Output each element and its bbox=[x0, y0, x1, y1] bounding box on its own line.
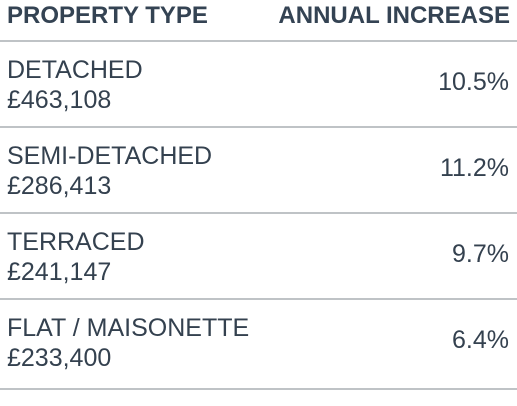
property-price: £241,147 bbox=[7, 258, 112, 286]
table-header: PROPERTY TYPE ANNUAL INCREASE bbox=[0, 0, 517, 42]
annual-increase-value: 6.4% bbox=[452, 326, 509, 354]
property-type-label: TERRACED bbox=[7, 228, 145, 256]
annual-increase-header: ANNUAL INCREASE bbox=[278, 2, 510, 29]
property-price: £233,400 bbox=[7, 344, 112, 372]
annual-increase-value: 11.2% bbox=[439, 154, 509, 182]
property-type-label: SEMI-DETACHED bbox=[7, 142, 213, 170]
property-type-label: DETACHED bbox=[7, 56, 143, 84]
property-price: £286,413 bbox=[7, 172, 112, 200]
annual-increase-value: 10.5% bbox=[438, 68, 509, 96]
property-type-label: FLAT / MAISONETTE bbox=[7, 314, 250, 342]
table-row: SEMI-DETACHED £286,413 11.2% bbox=[0, 128, 517, 214]
property-price: £463,108 bbox=[7, 86, 112, 114]
table-row: FLAT / MAISONETTE £233,400 6.4% bbox=[0, 300, 517, 390]
table-row: DETACHED £463,108 10.5% bbox=[0, 42, 517, 128]
annual-increase-value: 9.7% bbox=[452, 240, 509, 268]
property-type-header: PROPERTY TYPE bbox=[7, 2, 208, 29]
table-row: TERRACED £241,147 9.7% bbox=[0, 214, 517, 300]
